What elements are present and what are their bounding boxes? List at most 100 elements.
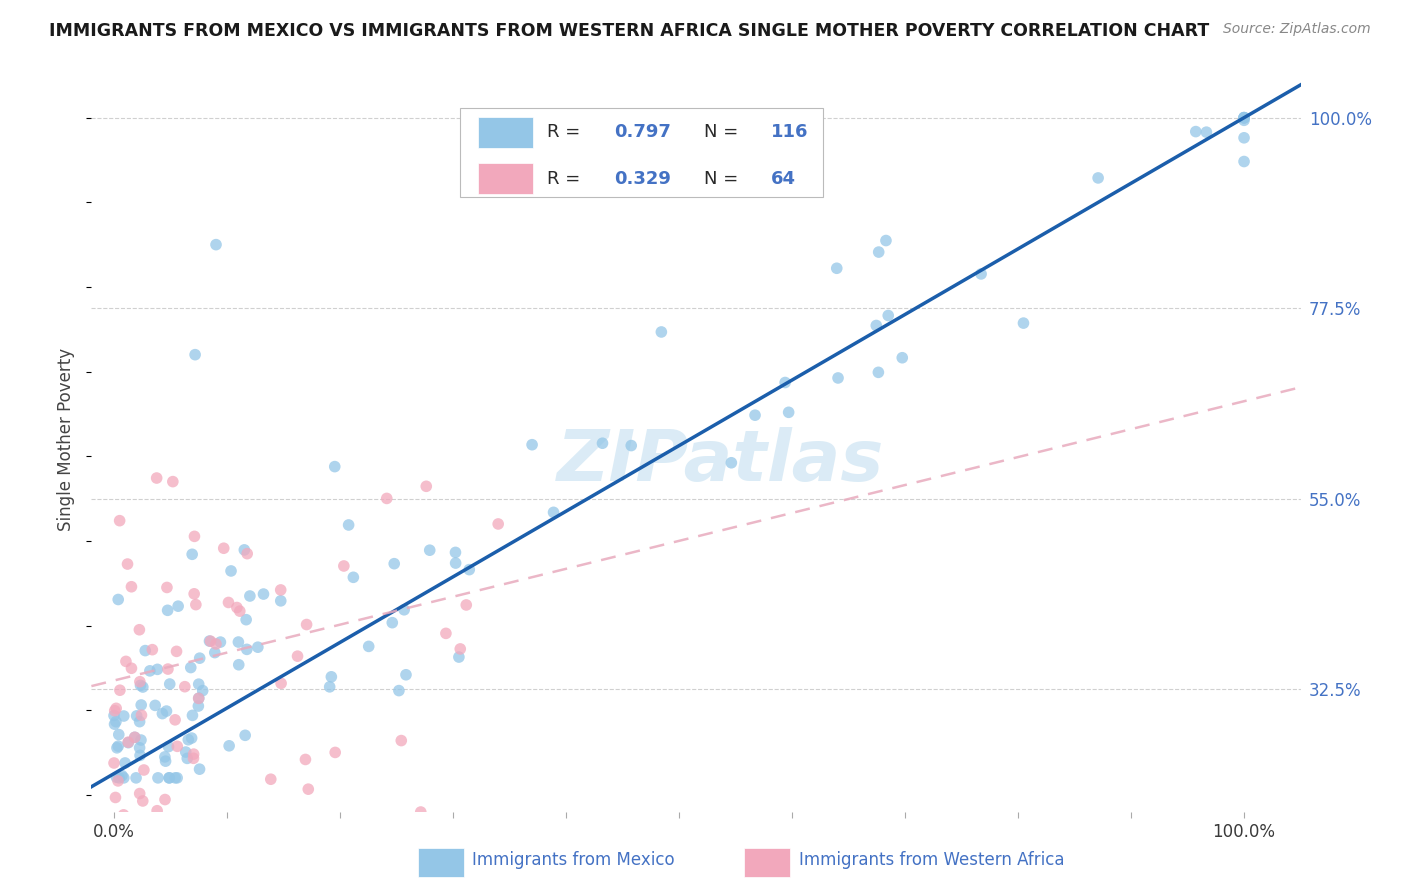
Point xyxy=(225,600,247,615)
Point xyxy=(112,846,135,860)
Point xyxy=(177,732,200,747)
Point xyxy=(236,642,259,657)
Text: R =: R = xyxy=(547,169,586,187)
Point xyxy=(218,595,240,609)
Point xyxy=(188,762,211,776)
Point xyxy=(333,559,356,574)
Point xyxy=(129,748,152,763)
Point xyxy=(318,680,340,694)
Point xyxy=(155,754,177,768)
Point xyxy=(166,739,188,754)
Point xyxy=(184,598,207,612)
Point xyxy=(176,751,198,765)
Point xyxy=(118,839,141,854)
Point xyxy=(181,708,204,723)
Point xyxy=(125,709,148,723)
Point xyxy=(117,557,139,571)
Point xyxy=(112,709,135,723)
Point xyxy=(191,683,214,698)
Y-axis label: Single Mother Poverty: Single Mother Poverty xyxy=(58,348,76,531)
Point xyxy=(778,405,800,419)
Point xyxy=(188,651,211,665)
Point xyxy=(157,739,180,754)
Point xyxy=(131,708,153,723)
Point xyxy=(104,790,127,805)
Text: Immigrants from Mexico: Immigrants from Mexico xyxy=(472,851,675,869)
Point xyxy=(181,547,204,561)
Point xyxy=(212,541,235,556)
Text: 64: 64 xyxy=(770,169,796,187)
Point xyxy=(294,752,316,766)
Point xyxy=(868,245,890,260)
Point xyxy=(103,708,125,723)
Point xyxy=(157,771,180,785)
Point xyxy=(773,376,796,390)
Point xyxy=(229,604,252,618)
Point xyxy=(297,782,319,797)
Point xyxy=(166,771,188,785)
Point xyxy=(434,626,457,640)
Point xyxy=(395,667,418,681)
Point xyxy=(875,234,897,248)
Point xyxy=(166,644,188,658)
Point xyxy=(486,516,509,531)
Point xyxy=(1233,154,1256,169)
Point xyxy=(184,348,207,362)
Text: ZIPatlas: ZIPatlas xyxy=(557,427,884,496)
Point xyxy=(132,680,155,694)
Point xyxy=(120,580,142,594)
FancyBboxPatch shape xyxy=(460,108,823,197)
Point xyxy=(156,662,179,676)
Point xyxy=(620,439,643,453)
Point xyxy=(111,769,134,783)
Point xyxy=(744,408,766,422)
Point xyxy=(592,436,614,450)
Point xyxy=(117,735,139,749)
Point xyxy=(1195,125,1218,139)
Point xyxy=(153,750,176,764)
Point xyxy=(233,542,256,557)
Point xyxy=(270,594,292,608)
FancyBboxPatch shape xyxy=(478,163,533,194)
Point xyxy=(287,649,309,664)
Point xyxy=(128,674,150,689)
Point xyxy=(239,589,262,603)
Point xyxy=(246,640,269,655)
Point xyxy=(124,731,146,745)
Text: Immigrants from Western Africa: Immigrants from Western Africa xyxy=(799,851,1064,869)
Point xyxy=(970,267,993,281)
Point xyxy=(204,646,226,660)
Point xyxy=(456,598,478,612)
Point xyxy=(270,676,292,690)
Point xyxy=(236,547,259,561)
Text: 0.797: 0.797 xyxy=(614,123,671,142)
Point xyxy=(209,635,232,649)
Point xyxy=(107,739,129,754)
Point xyxy=(865,318,887,333)
Point xyxy=(120,661,142,675)
Point xyxy=(543,505,565,519)
Point xyxy=(187,691,209,706)
Point xyxy=(891,351,914,365)
Point xyxy=(200,634,222,648)
Text: 0.329: 0.329 xyxy=(614,169,671,187)
Point xyxy=(1233,111,1256,125)
Point xyxy=(252,587,274,601)
Point xyxy=(321,670,343,684)
Point xyxy=(409,805,432,819)
Point xyxy=(159,677,181,691)
Point xyxy=(375,491,398,506)
Text: IMMIGRANTS FROM MEXICO VS IMMIGRANTS FROM WESTERN AFRICA SINGLE MOTHER POVERTY C: IMMIGRANTS FROM MEXICO VS IMMIGRANTS FRO… xyxy=(49,22,1209,40)
Point xyxy=(295,617,318,632)
Point xyxy=(228,657,250,672)
Point xyxy=(128,623,150,637)
Point xyxy=(115,654,138,668)
Point xyxy=(183,587,205,601)
Point xyxy=(146,804,169,818)
Point xyxy=(139,664,162,678)
Point xyxy=(183,747,205,761)
Point xyxy=(156,603,179,617)
Point xyxy=(107,592,129,607)
Point xyxy=(388,683,411,698)
Point xyxy=(132,794,155,808)
